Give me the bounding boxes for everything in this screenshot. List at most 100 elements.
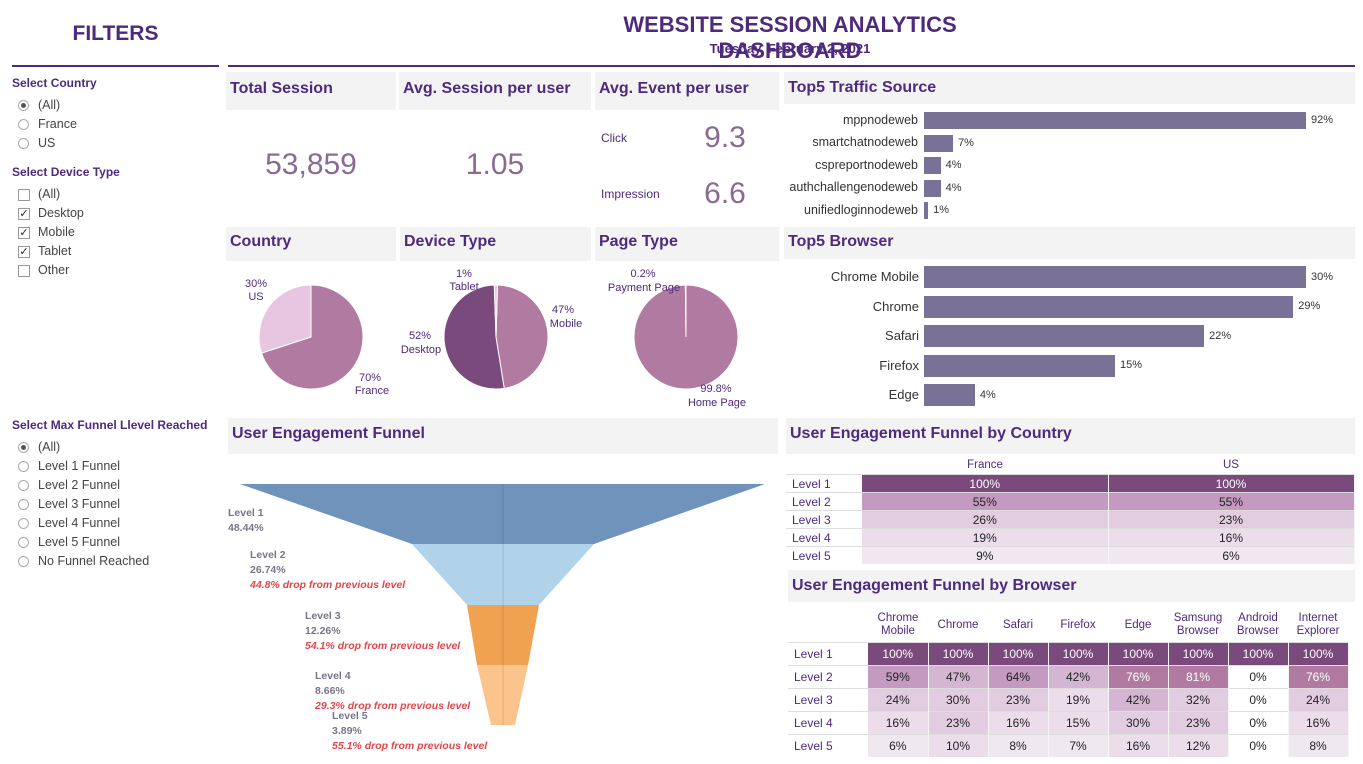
browser-funnel-cell[interactable]: 0% [1228,665,1289,689]
browser-funnel-cell[interactable]: 16% [1288,711,1349,735]
radio-button[interactable] [18,537,29,548]
country-funnel-cell[interactable]: 23% [1108,510,1355,529]
country-funnel-cell[interactable]: 55% [862,492,1109,511]
checkbox[interactable]: ✓ [18,226,30,239]
device-slice-mobile[interactable] [495,284,549,389]
browser-funnel-cell[interactable]: 10% [928,734,989,757]
browser-funnel-cell[interactable]: 100% [988,642,1049,666]
browser-funnel-cell[interactable]: 19% [1048,688,1109,712]
traffic-bar[interactable] [924,134,954,152]
browser-funnel-cell[interactable]: 42% [1048,665,1109,689]
browser-funnel-cell[interactable]: 81% [1168,665,1229,689]
device-option[interactable]: ✓ Mobile [12,223,84,242]
funnel-option[interactable]: Level 5 Funnel [12,533,149,552]
browser-funnel-cell[interactable]: 24% [868,688,929,712]
device-option[interactable]: ✓ Tablet [12,242,84,261]
browser-funnel-cell[interactable]: 12% [1168,734,1229,757]
radio-button[interactable] [18,442,29,453]
radio-button[interactable] [18,480,29,491]
radio-button[interactable] [18,461,29,472]
country-option[interactable]: (All) [12,96,77,115]
funnel-segment-4[interactable] [477,665,528,725]
funnel-segment-3[interactable] [467,605,539,665]
browser-funnel-cell[interactable]: 30% [1108,711,1169,735]
funnel-segment-2[interactable] [412,544,594,605]
checkbox[interactable]: ✓ [18,207,30,220]
country-funnel-cell[interactable]: 100% [1108,474,1355,493]
browser-funnel-cell[interactable]: 6% [868,734,929,757]
traffic-bar[interactable] [924,157,941,174]
funnel-option[interactable]: Level 4 Funnel [12,514,149,533]
browser-funnel-cell[interactable]: 23% [928,711,989,735]
country-slice-france[interactable] [260,284,364,390]
browser-funnel-cell[interactable]: 23% [1168,711,1229,735]
checkbox[interactable] [18,264,30,277]
browser-funnel-cell[interactable]: 23% [988,688,1049,712]
device-slice-tablet[interactable] [493,284,499,338]
browser-funnel-cell[interactable]: 76% [1288,665,1349,689]
browser-funnel-cell[interactable]: 76% [1108,665,1169,689]
traffic-bar[interactable] [924,112,1306,129]
browser-bar[interactable] [924,266,1306,288]
browser-bar[interactable] [924,384,975,407]
checkbox[interactable] [18,188,30,201]
browser-funnel-cell[interactable]: 59% [868,665,929,689]
funnel-option[interactable]: (All) [12,438,149,457]
traffic-bar[interactable] [924,202,929,219]
browser-funnel-cell[interactable]: 100% [928,642,989,666]
browser-funnel-cell[interactable]: 8% [988,734,1049,757]
country-funnel-cell[interactable]: 100% [862,474,1109,493]
browser-funnel-cell[interactable]: 7% [1048,734,1109,757]
browser-funnel-cell[interactable]: 100% [868,642,929,666]
browser-funnel-cell[interactable]: 42% [1108,688,1169,712]
browser-funnel-cell[interactable]: 100% [1048,642,1109,666]
checkbox[interactable]: ✓ [18,245,30,258]
radio-button[interactable] [18,499,29,510]
funnel-option[interactable]: Level 1 Funnel [12,457,149,476]
browser-funnel-cell[interactable]: 0% [1228,711,1289,735]
browser-funnel-cell[interactable]: 100% [1288,642,1349,666]
browser-funnel-cell[interactable]: 30% [928,688,989,712]
browser-funnel-cell[interactable]: 100% [1108,642,1169,666]
country-funnel-cell[interactable]: 6% [1108,546,1355,564]
browser-funnel-cell[interactable]: 100% [1168,642,1229,666]
country-slice-us[interactable] [258,284,312,354]
radio-button[interactable] [18,138,29,149]
country-funnel-cell[interactable]: 9% [862,546,1109,564]
browser-funnel-cell[interactable]: 16% [988,711,1049,735]
browser-funnel-cell[interactable]: 15% [1048,711,1109,735]
device-option[interactable]: ✓ Desktop [12,204,84,223]
browser-funnel-cell[interactable]: 0% [1228,688,1289,712]
country-option[interactable]: US [12,134,77,153]
browser-funnel-cell[interactable]: 16% [1108,734,1169,757]
browser-bar[interactable] [924,295,1294,318]
device-slice-desktop[interactable] [443,284,505,390]
traffic-bar[interactable] [924,179,941,197]
funnel-option[interactable]: Level 2 Funnel [12,476,149,495]
funnel-option[interactable]: No Funnel Reached [12,552,149,571]
funnel-segment-1[interactable] [240,484,765,544]
browser-bar[interactable] [924,354,1115,377]
radio-button[interactable] [18,100,29,111]
browser-bar[interactable] [924,325,1205,348]
country-funnel-cell[interactable]: 19% [862,528,1109,547]
browser-funnel-cell[interactable]: 64% [988,665,1049,689]
radio-button[interactable] [18,556,29,567]
country-funnel-cell[interactable]: 16% [1108,528,1355,547]
country-funnel-cell[interactable]: 55% [1108,492,1355,511]
browser-funnel-cell[interactable]: 47% [928,665,989,689]
browser-funnel-cell[interactable]: 32% [1168,688,1229,712]
country-option[interactable]: France [12,115,77,134]
radio-button[interactable] [18,518,29,529]
browser-funnel-cell[interactable]: 16% [868,711,929,735]
device-option[interactable]: (All) [12,185,84,204]
browser-funnel-cell[interactable]: 0% [1228,734,1289,757]
browser-funnel-cell[interactable]: 100% [1228,642,1289,666]
browser-funnel-cell[interactable]: 8% [1288,734,1349,757]
page-slice-payment-page[interactable] [684,284,687,338]
funnel-option[interactable]: Level 3 Funnel [12,495,149,514]
radio-button[interactable] [18,119,29,130]
device-option[interactable]: Other [12,261,84,280]
browser-funnel-cell[interactable]: 24% [1288,688,1349,712]
country-funnel-cell[interactable]: 26% [862,510,1109,529]
